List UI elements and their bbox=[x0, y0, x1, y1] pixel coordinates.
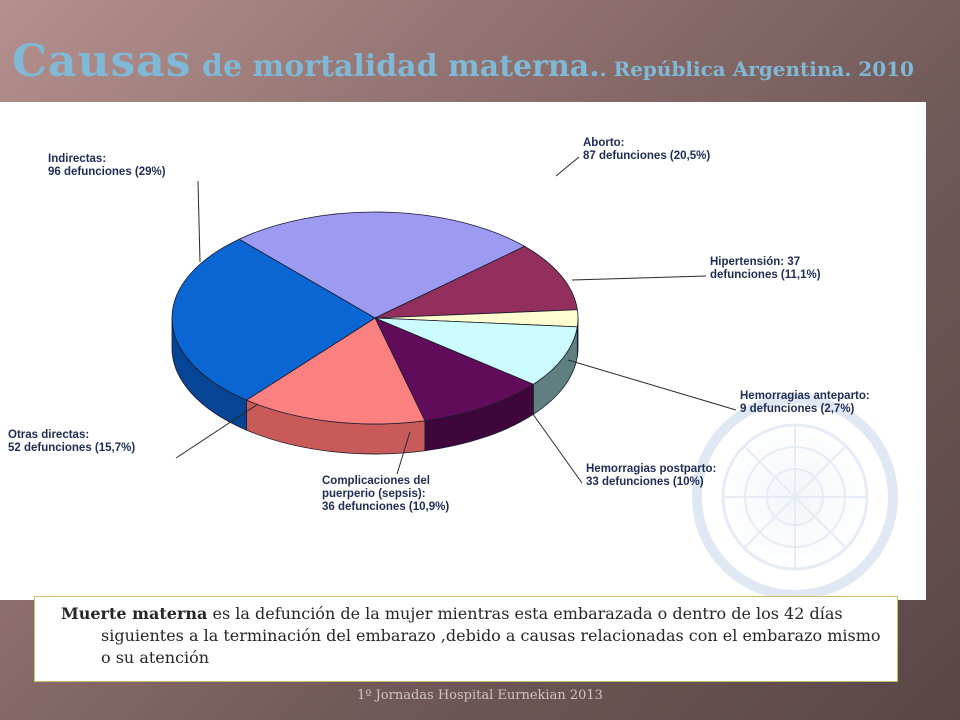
title-part-3: . República Argentina. 2010 bbox=[599, 57, 914, 81]
leader-line-1 bbox=[571, 275, 707, 281]
leader-line-6 bbox=[197, 180, 201, 263]
leader-line-2 bbox=[567, 359, 737, 411]
pie-slice-0 bbox=[238, 211, 526, 319]
slide-title: Causas de mortalidad materna.. República… bbox=[12, 36, 952, 92]
leader-line-5 bbox=[175, 403, 259, 459]
slice-label-6: Indirectas: 96 defunciones (29%) bbox=[48, 153, 166, 178]
leader-line-0 bbox=[555, 156, 580, 177]
pie-slice-1 bbox=[374, 245, 578, 319]
definition-box: Muerte materna es la defunción de la muj… bbox=[34, 596, 898, 682]
slice-label-4: Complicaciones del puerperio (sepsis): 36 … bbox=[322, 475, 449, 513]
leader-line-3 bbox=[529, 409, 583, 484]
pie-slice-6 bbox=[171, 238, 376, 401]
leader-line-4 bbox=[396, 431, 411, 475]
definition-text: es la defunción de la mujer mientras est… bbox=[101, 604, 881, 667]
slice-label-5: Otras directas: 52 defunciones (15,7%) bbox=[8, 429, 135, 454]
title-part-1: Causas bbox=[12, 36, 192, 87]
un-emblem-watermark bbox=[692, 394, 898, 600]
slice-label-0: Aborto: 87 defunciones (20,5%) bbox=[583, 137, 710, 162]
footer-text: 1º Jornadas Hospital Eurnekian 2013 bbox=[357, 688, 603, 703]
title-part-2: de mortalidad materna. bbox=[191, 49, 600, 84]
pie-slice-3 bbox=[374, 317, 578, 385]
definition-paragraph: Muerte materna es la defunción de la muj… bbox=[61, 603, 883, 669]
definition-term: Muerte materna bbox=[61, 604, 208, 623]
slice-label-2: Hemorragias anteparto: 9 defunciones (2,7… bbox=[740, 390, 870, 415]
slice-label-1: Hipertensión: 37 defunciones (11,1%) bbox=[710, 256, 821, 281]
pie-chart: Aborto: 87 defunciones (20,5%) Hipertensió… bbox=[8, 137, 898, 600]
chart-panel: Aborto: 87 defunciones (20,5%) Hipertensió… bbox=[0, 102, 926, 600]
pie-slice-5 bbox=[245, 317, 426, 425]
pie-slice-4 bbox=[374, 317, 535, 422]
slice-label-3: Hemorragias postparto: 33 defunciones (10… bbox=[586, 463, 716, 488]
